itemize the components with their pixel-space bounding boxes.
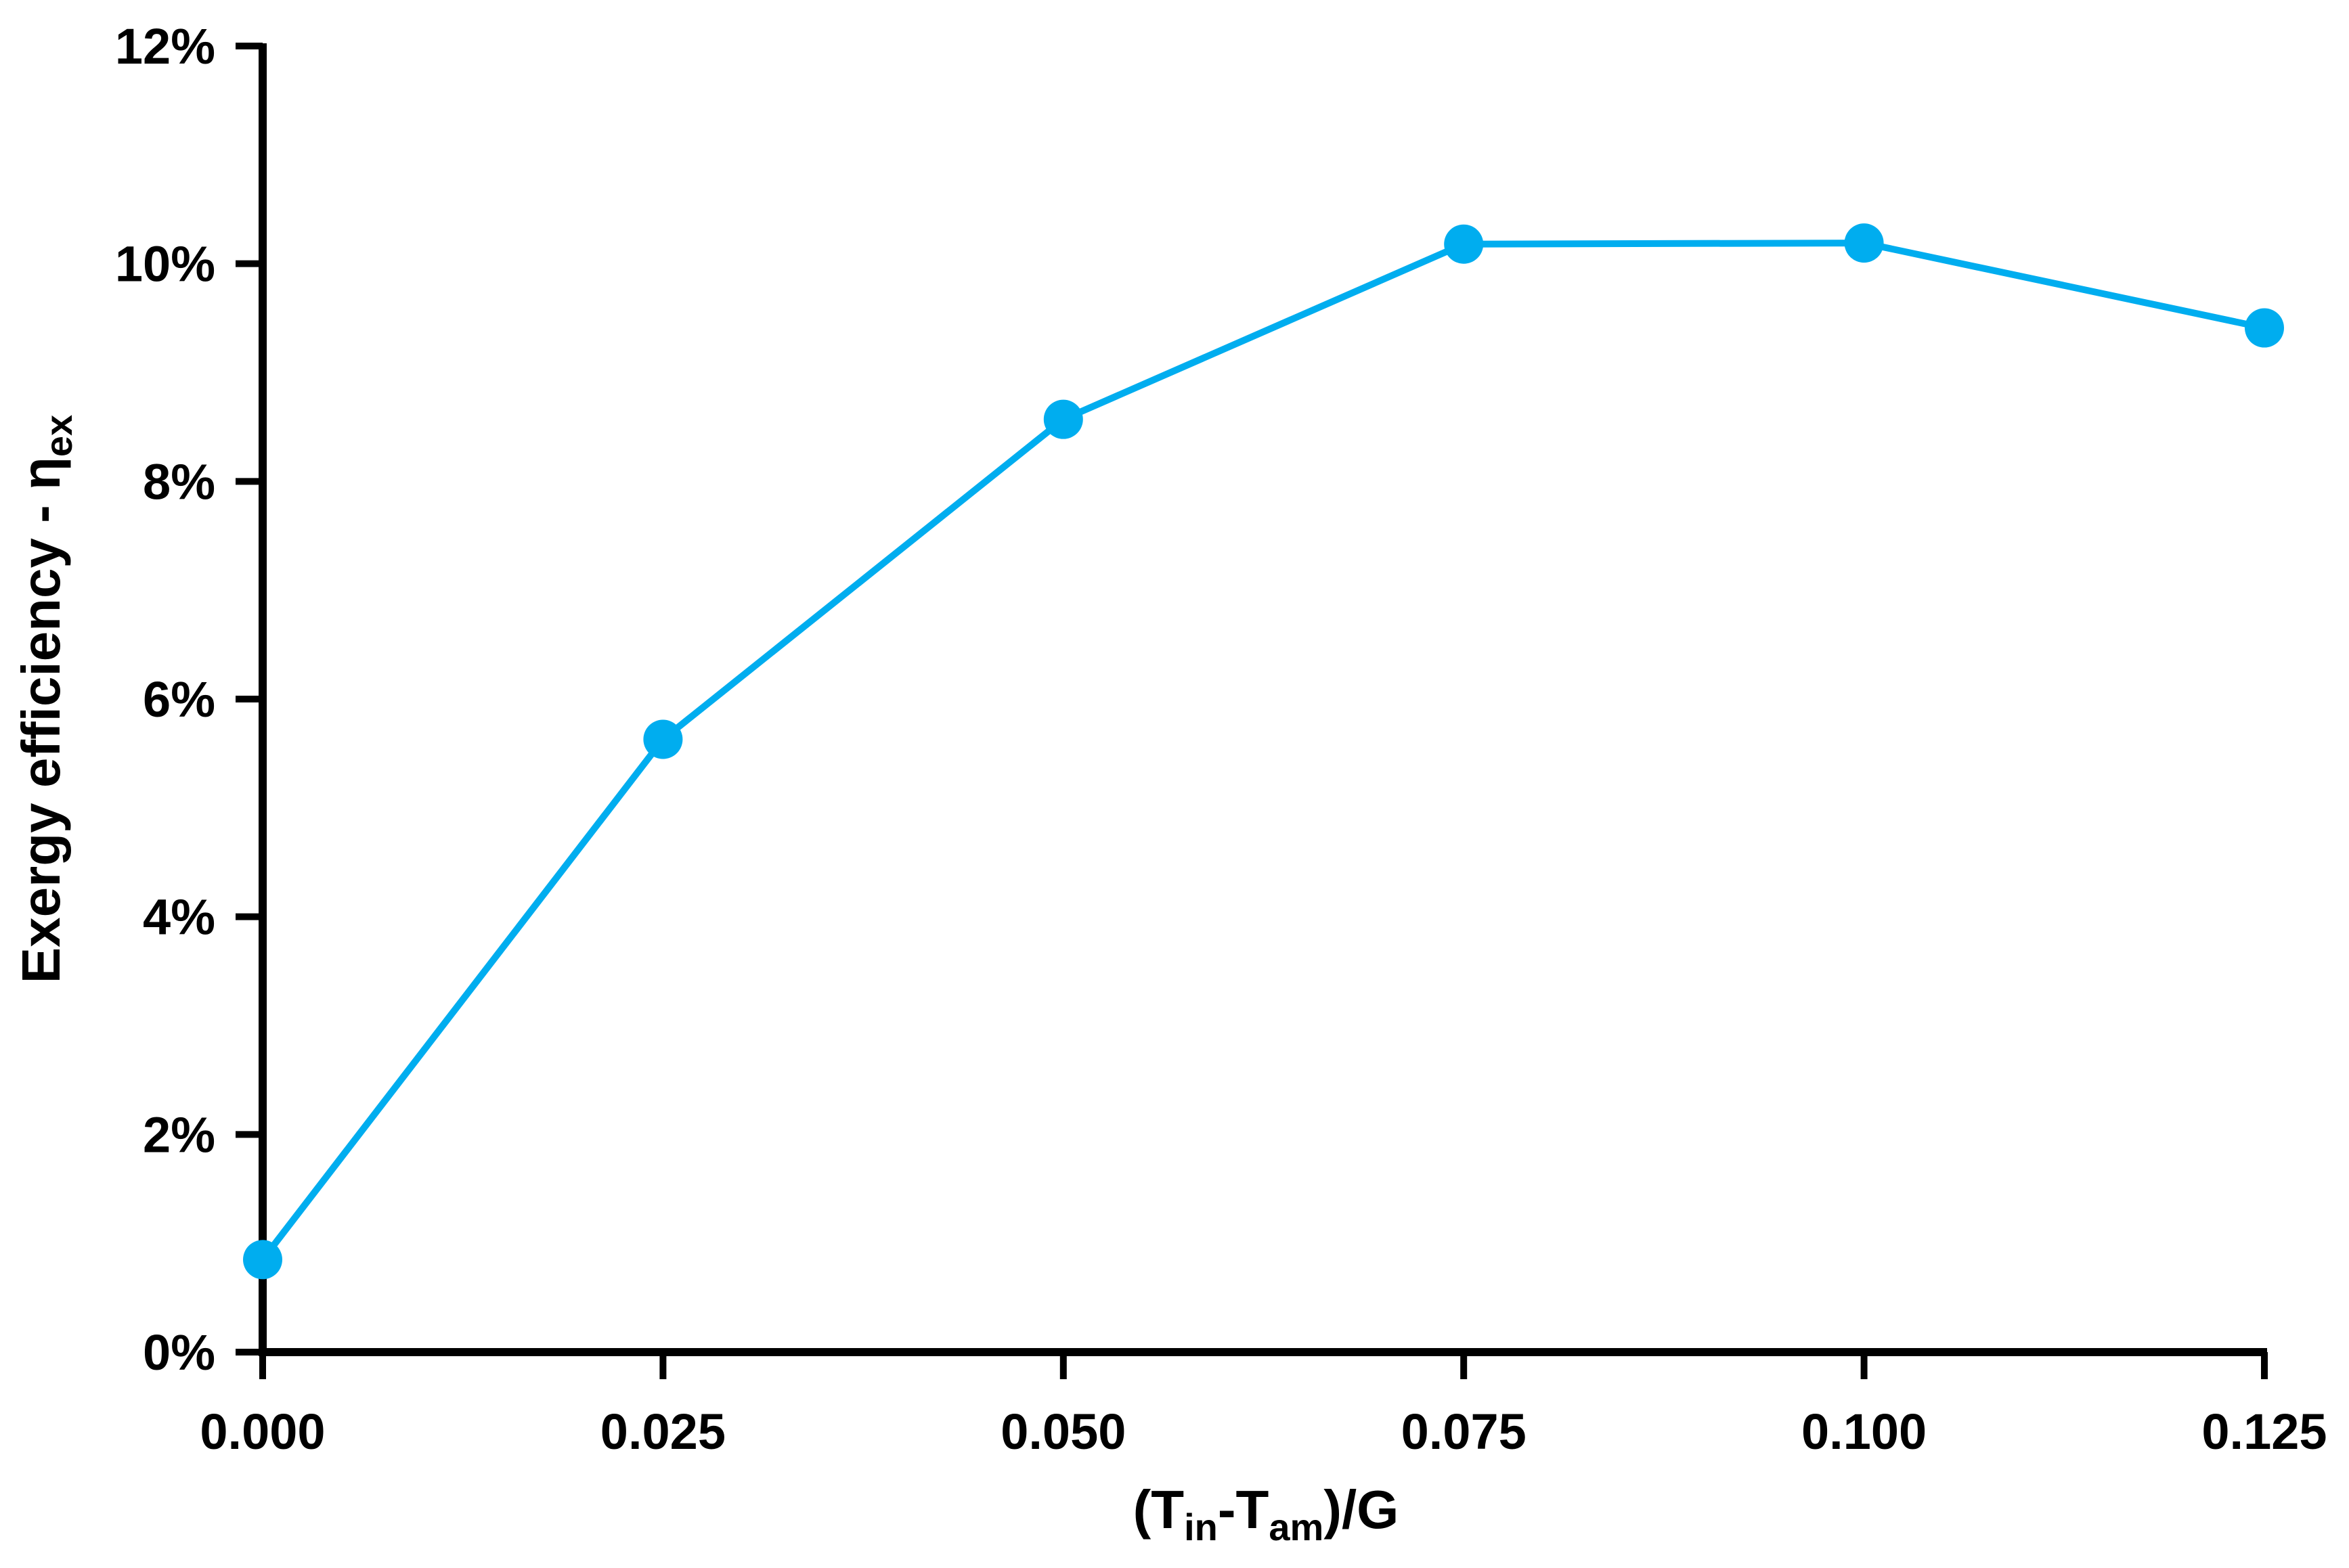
x-tick-label: 0.050	[1001, 1404, 1126, 1460]
x-tick-label: 0.100	[1801, 1404, 1927, 1460]
x-axis-title-part-2: -T	[1218, 1479, 1269, 1540]
x-tick-label: 0.125	[2201, 1404, 2327, 1460]
y-axis-title-main: Exergy efficiency - η	[11, 457, 71, 983]
y-axis: 0% 2% 4% 6% 8% 10% 12%	[115, 18, 267, 1381]
data-point	[243, 1240, 282, 1280]
x-axis-title: (Tin-Tam)/G	[1133, 1479, 1399, 1548]
x-tick-label: 0.025	[600, 1404, 726, 1460]
data-point	[2245, 308, 2284, 348]
series-layer	[243, 223, 2284, 1280]
y-tick-label: 2%	[143, 1106, 215, 1163]
x-axis: 0.000 0.025 0.050 0.075 0.100 0.125	[200, 1348, 2327, 1460]
x-tick-label: 0.000	[200, 1404, 325, 1460]
x-axis-title-subscript-1: in	[1184, 1506, 1218, 1548]
x-axis-title-part-1: (T	[1133, 1479, 1185, 1540]
y-tick-label: 12%	[115, 18, 215, 74]
data-point	[1043, 399, 1083, 439]
y-tick-label: 6%	[143, 671, 215, 727]
y-tick-label: 4%	[143, 889, 215, 945]
y-tick-label: 10%	[115, 236, 215, 292]
y-axis-title: Exergy efficiency - ηex	[11, 415, 80, 983]
x-axis-title-subscript-2: am	[1269, 1506, 1323, 1548]
y-axis-title-subscript: ex	[37, 415, 80, 457]
x-tick-label: 0.075	[1401, 1404, 1527, 1460]
y-tick-label: 0%	[143, 1324, 215, 1381]
data-point	[643, 719, 683, 759]
y-tick-label: 8%	[143, 453, 215, 510]
data-point	[1844, 223, 1884, 263]
data-point	[1444, 224, 1484, 264]
x-axis-title-part-3: )/G	[1323, 1479, 1399, 1540]
series-line	[260, 240, 2266, 1262]
